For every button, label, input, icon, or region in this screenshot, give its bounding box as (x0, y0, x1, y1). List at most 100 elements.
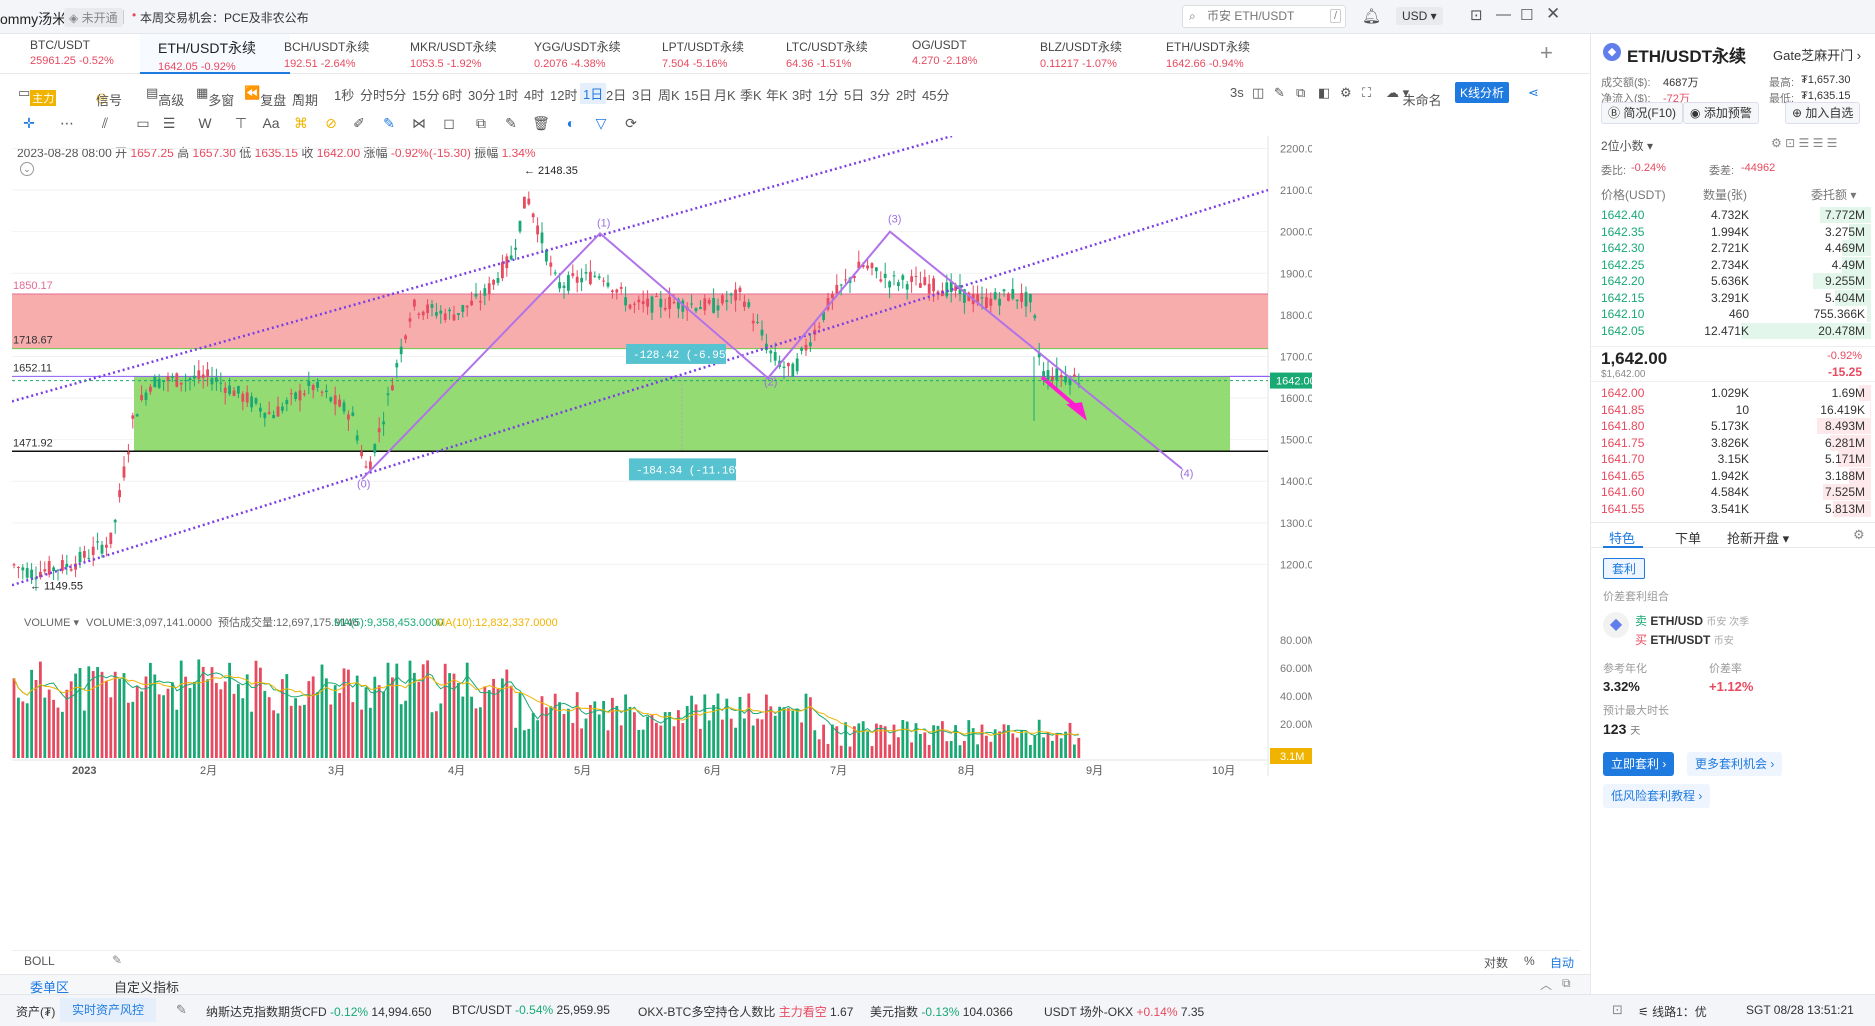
ticker-tab[interactable]: BCH/USDT永续 192.51 -2.64% (266, 34, 416, 74)
market-ticker[interactable]: OKX-BTC多空持仓人数比 主力看空 1.67 (638, 1005, 854, 1019)
period-option[interactable]: 4时 (524, 88, 545, 103)
bid-row[interactable]: 1641.85 10 16.419K (1601, 401, 1871, 419)
ticker-tab[interactable]: BLZ/USDT永续 0.11217 -1.07% (1022, 34, 1172, 74)
bid-row[interactable]: 1641.80 5.173K 8.493M (1601, 417, 1871, 435)
ticker-tab[interactable]: ETH/USDT永续 1642.66 -0.94% (1148, 34, 1298, 74)
auth-badge[interactable]: ◈ 未开通 (64, 8, 123, 27)
multi-window-button[interactable]: ▦ 多窗 (196, 85, 235, 108)
period-option[interactable]: 3分 (870, 88, 891, 103)
edit-icon[interactable]: ✎ (505, 115, 517, 131)
period-option[interactable]: 1时 (498, 88, 519, 103)
period-option[interactable]: 周K (658, 88, 680, 103)
replay-button[interactable]: ⏪ 复盘 (244, 85, 287, 108)
bid-row[interactable]: 1641.55 3.541K 5.813M (1601, 500, 1871, 518)
popout-icon[interactable]: ⧉ (1562, 976, 1571, 990)
text-icon[interactable]: Aa (262, 115, 280, 131)
market-ticker[interactable]: USDT 场外-OKX +0.14% 7.35 (1044, 1005, 1205, 1019)
ticker-tab[interactable]: OG/USDT 4.270 -2.18% (894, 34, 1044, 74)
fullscreen-icon[interactable]: ⛶ (1362, 85, 1372, 100)
col-amount[interactable]: 委托额 ▾ (1811, 188, 1857, 202)
measure-box[interactable] (626, 343, 726, 364)
arbitrage-now-button[interactable]: 立即套利 › (1603, 752, 1675, 776)
price-chart[interactable]: 2200.00 2100.00 2000.00 1900.00 1800.00 1700.… (12, 136, 1312, 954)
period-option[interactable]: 1分 (818, 88, 839, 103)
ticker-tab[interactable]: ETH/USDT永续 1642.05 -0.92% (140, 34, 290, 74)
ticker-tab[interactable]: MKR/USDT永续 1053.5 -1.92% (392, 34, 542, 74)
trend-line-icon[interactable]: ⋯ (60, 115, 74, 131)
wave-pattern-line[interactable] (361, 230, 1183, 480)
period-option[interactable]: 1秒 (334, 88, 355, 103)
tab-order-area[interactable]: 委单区 (30, 980, 70, 995)
maximize-icon[interactable]: ☐ (1520, 7, 1534, 24)
period-option[interactable]: 季K (740, 88, 762, 103)
horizontal-lines-icon[interactable]: ☰ (162, 115, 176, 131)
period-option[interactable]: 月K (714, 88, 736, 103)
tab-custom-indicator[interactable]: 自定义指标 (114, 980, 180, 995)
ticker-tab[interactable]: LTC/USDT永续 64.36 -1.51% (768, 34, 918, 74)
period-option[interactable]: 30分 (468, 88, 496, 103)
alert-icon[interactable]: ◻ (443, 115, 455, 131)
bid-row[interactable]: 1642.00 1.029K 1.69M (1601, 384, 1871, 402)
period-option[interactable]: 5日 (844, 88, 865, 103)
panel-symbol[interactable]: ETH/USDT永续 (1627, 47, 1746, 66)
market-ticker[interactable]: BTC/USDT -0.54% 25,959.95 (452, 1003, 610, 1017)
candles[interactable] (12, 191, 1081, 591)
copy-icon[interactable]: ⧉ (1296, 85, 1306, 100)
delete-icon[interactable]: 🗑︎ (532, 115, 550, 131)
auto-scale-toggle[interactable]: 自动 (1550, 956, 1575, 970)
period-menu[interactable]: 周期 ⌄ (292, 85, 319, 108)
ask-row[interactable]: 1642.40 4.732K 7.772M (1601, 206, 1871, 224)
assets-label[interactable]: 资产(₮) (16, 1005, 56, 1019)
ticker-tab[interactable]: LPT/USDT永续 7.504 -5.16% (644, 34, 794, 74)
tab-new-listing[interactable]: 抢新开盘 ▾ (1727, 531, 1790, 546)
period-option[interactable]: 3日 (632, 88, 653, 103)
indicator-button[interactable]: ▭ 指标 主力 (18, 85, 56, 108)
depth-settings-icon[interactable]: ⚙ ⊡ ☰ ☰ ☰ (1771, 136, 1838, 150)
filter-icon[interactable]: ▽ (595, 115, 607, 131)
minimize-icon[interactable]: — (1496, 6, 1511, 23)
wave-pattern-icon[interactable]: W (198, 115, 212, 131)
cloud-template-button[interactable]: ☁ 未命名 ▾ (1386, 85, 1442, 108)
expand-panel-icon[interactable]: ︿ (1540, 978, 1553, 992)
ticker-tab[interactable]: BTC/USDT 25961.25 -0.52% (12, 34, 162, 74)
camera-icon[interactable]: ◫ (1252, 85, 1265, 100)
currency-select[interactable]: USD ▾ (1396, 7, 1443, 25)
log-scale-toggle[interactable]: 对数 (1484, 956, 1509, 970)
close-icon[interactable]: ✕ (1546, 4, 1561, 23)
bid-row[interactable]: 1641.70 3.15K 5.171M (1601, 450, 1871, 468)
kline-analysis-button[interactable]: K线分析 (1455, 82, 1510, 103)
magnet-icon[interactable]: ⌘ (294, 115, 308, 131)
channel-upper-line[interactable] (12, 136, 953, 403)
period-option[interactable]: 3时 (792, 88, 813, 103)
search-box[interactable]: ⌕ / (1182, 5, 1346, 28)
notice-text[interactable]: 本周交易机会：PCE及非农公布 (140, 11, 309, 25)
risk-control-button[interactable]: 实时资产风控 (60, 998, 157, 1022)
ask-row[interactable]: 1642.10 460 755.366K (1601, 305, 1871, 323)
period-option[interactable]: 2日 (606, 88, 627, 103)
visibility-icon[interactable]: ⋈ (412, 115, 426, 131)
volume-bars[interactable] (12, 659, 1081, 758)
period-option[interactable]: 1日 (580, 83, 607, 104)
clone-icon[interactable]: ⧉ (476, 115, 486, 131)
period-option[interactable]: 45分 (922, 88, 950, 103)
ask-row[interactable]: 1642.30 2.721K 4.469M (1601, 239, 1871, 257)
network-line[interactable]: ⚟ 线路1：优 (1638, 1005, 1707, 1019)
tab-settings-icon[interactable]: ⚙ (1853, 527, 1865, 542)
ticker-tab[interactable]: YGG/USDT永续 0.2076 -4.38% (516, 34, 666, 74)
interval-3s[interactable]: 3s (1230, 85, 1244, 100)
tab-feature[interactable]: 特色 (1609, 531, 1636, 546)
bid-row[interactable]: 1641.65 1.942K 3.188M (1601, 467, 1871, 485)
parallel-channel-icon[interactable]: ⫽ (101, 115, 109, 131)
decimals-select[interactable]: 2位小数 ▾ (1601, 139, 1654, 153)
measure-box[interactable] (629, 458, 736, 481)
period-option[interactable]: 6时 (442, 88, 463, 103)
market-ticker[interactable]: 美元指数 -0.13% 104.0366 (870, 1005, 1013, 1019)
share-icon[interactable]: ⋖ (1528, 85, 1539, 100)
ask-row[interactable]: 1642.15 3.291K 5.404M (1601, 289, 1871, 307)
market-ticker[interactable]: 纳斯达克指数期货CFD -0.12% 14,994.650 (206, 1005, 432, 1019)
period-option[interactable]: 年K (766, 88, 788, 103)
period-option[interactable]: 5分 (386, 88, 407, 103)
panel-exchange[interactable]: Gate芝麻开门 › (1773, 48, 1862, 63)
percent-scale-toggle[interactable]: % (1524, 954, 1535, 968)
trend-arrow[interactable] (1040, 375, 1078, 408)
